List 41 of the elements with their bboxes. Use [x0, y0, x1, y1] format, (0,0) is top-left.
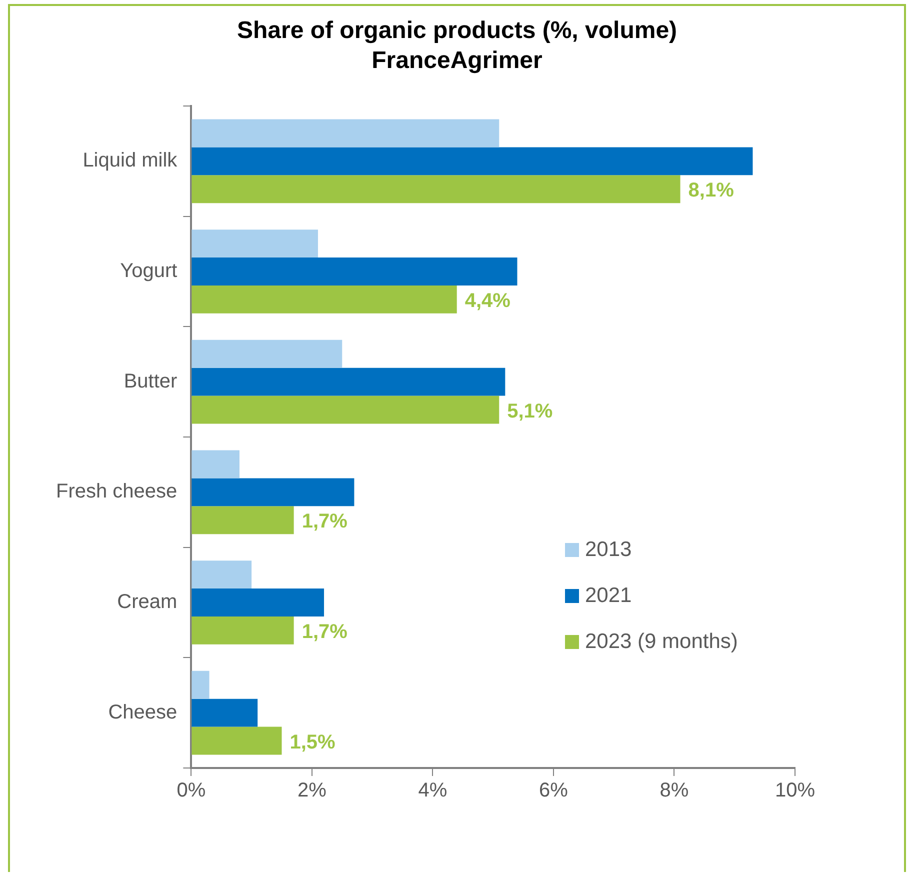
y-tick-label: Yogurt [120, 260, 178, 282]
bar [192, 670, 210, 699]
data-label: 5,1% [507, 400, 553, 422]
data-label: 1,7% [302, 620, 348, 643]
bar [192, 147, 753, 176]
data-label: 1,7% [302, 510, 348, 533]
bar [192, 175, 680, 204]
y-tick-label: Fresh cheese [56, 480, 178, 503]
bar [192, 230, 318, 258]
bar [192, 396, 500, 424]
x-tick-label: 4% [418, 780, 448, 802]
data-label: 1,5% [290, 731, 336, 754]
chart-subtitle: FranceAgrimer [370, 46, 544, 76]
x-tick-label: 0% [176, 780, 206, 802]
legend-label: 2013 [585, 538, 632, 561]
bar [192, 285, 457, 314]
bar [192, 726, 282, 755]
bar [192, 119, 500, 148]
data-label: 4,4% [464, 290, 511, 312]
y-tick-label: Liquid milk [82, 150, 178, 172]
bar [192, 588, 324, 616]
y-tick-label: Cream [117, 591, 178, 614]
bar [192, 368, 506, 396]
bar [192, 560, 252, 589]
bar [192, 616, 294, 644]
bar [192, 340, 342, 368]
bar [192, 698, 258, 727]
bar [192, 258, 518, 286]
bar [192, 506, 294, 534]
x-tick-label: 6% [539, 780, 568, 802]
x-tick-label: 8% [660, 780, 689, 802]
bar [192, 450, 240, 478]
chart-title: Share of organic products (%, volume) [236, 16, 678, 46]
bar [192, 478, 354, 506]
y-tick-label: Butter [124, 370, 178, 392]
x-tick-label: 2% [297, 780, 327, 802]
legend-label: 2023 (9 months) [585, 630, 738, 653]
legend-label: 2021 [585, 584, 632, 607]
x-tick-label: 10% [774, 780, 816, 802]
data-label: 8,1% [688, 180, 734, 202]
y-tick-label: Cheese [108, 701, 178, 724]
